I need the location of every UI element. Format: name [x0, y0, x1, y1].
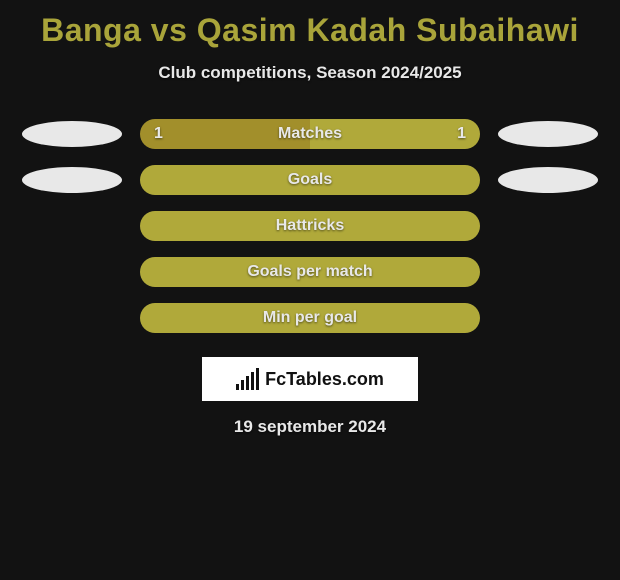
site-logo: FcTables.com — [202, 357, 418, 401]
stat-row: 1 Matches 1 — [0, 111, 620, 157]
comparison-title: Banga vs Qasim Kadah Subaihawi — [0, 0, 620, 49]
stat-left-value: 1 — [154, 125, 163, 143]
stat-row: Hattricks — [0, 203, 620, 249]
stat-pill: Hattricks — [140, 211, 480, 241]
stat-right-value: 1 — [457, 125, 466, 143]
player-right-marker — [498, 167, 598, 193]
stat-label: Goals per match — [247, 263, 372, 281]
stat-pill: Goals per match — [140, 257, 480, 287]
stat-label: Min per goal — [263, 309, 357, 327]
logo-text: FcTables.com — [265, 369, 384, 390]
logo-bar — [241, 380, 244, 390]
stat-pill: Goals — [140, 165, 480, 195]
stat-row: Goals — [0, 157, 620, 203]
logo-bar — [246, 376, 249, 390]
player-left-marker — [22, 167, 122, 193]
snapshot-date: 19 september 2024 — [0, 417, 620, 437]
logo-bar — [236, 384, 239, 390]
stat-rows: 1 Matches 1 Goals Hattricks Goals per match Mi… — [0, 111, 620, 341]
logo-bar — [256, 368, 259, 390]
stat-row: Goals per match — [0, 249, 620, 295]
comparison-subtitle: Club competitions, Season 2024/2025 — [0, 63, 620, 83]
stat-pill: 1 Matches 1 — [140, 119, 480, 149]
logo-bar — [251, 372, 254, 390]
stat-label: Matches — [278, 125, 342, 143]
stat-pill: Min per goal — [140, 303, 480, 333]
bar-chart-icon — [236, 368, 259, 390]
player-left-marker — [22, 121, 122, 147]
stat-row: Min per goal — [0, 295, 620, 341]
player-right-marker — [498, 121, 598, 147]
stat-label: Hattricks — [276, 217, 344, 235]
stat-label: Goals — [288, 171, 332, 189]
